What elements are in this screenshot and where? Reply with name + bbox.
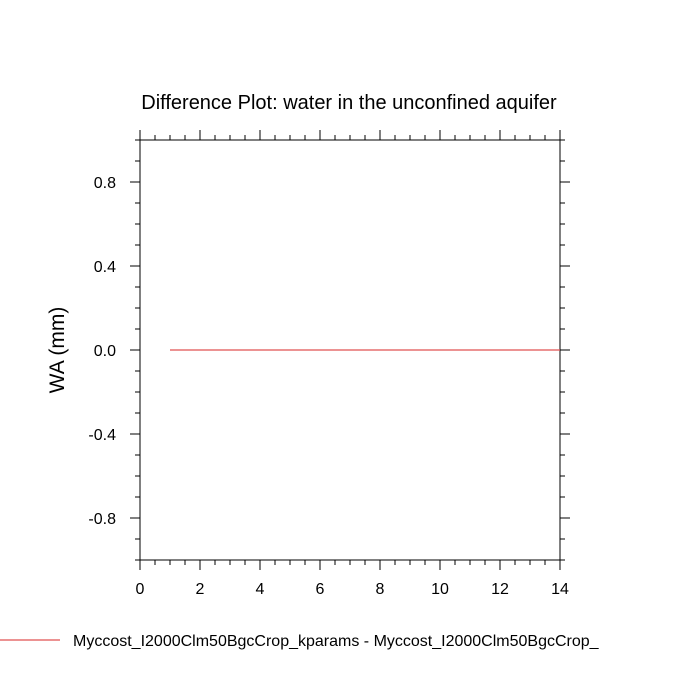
chart-title: Difference Plot: water in the unconfined… <box>141 92 557 114</box>
x-tick-label: 6 <box>316 581 325 598</box>
x-tick-label: 2 <box>196 581 205 598</box>
x-tick-label: 12 <box>491 581 509 598</box>
x-tick-label: 10 <box>431 581 449 598</box>
y-tick-label: 0.4 <box>94 259 116 276</box>
x-tick-label: 4 <box>256 581 265 598</box>
x-tick-label: 0 <box>136 581 145 598</box>
y-tick-label: 0.8 <box>94 175 116 192</box>
legend-label: Myccost_I2000Clm50BgcCrop_kparams - Mycc… <box>73 633 600 650</box>
y-tick-label: -0.8 <box>88 511 116 528</box>
legend: Myccost_I2000Clm50BgcCrop_kparams - Mycc… <box>0 633 600 650</box>
axis-ticks <box>130 130 570 570</box>
x-tick-label: 8 <box>376 581 385 598</box>
y-tick-label: 0.0 <box>94 343 116 360</box>
y-tick-label: -0.4 <box>88 427 116 444</box>
axis-tick-labels: 0 2 4 6 8 10 12 14 0.8 0.4 0.0 -0.4 -0.8 <box>88 175 569 598</box>
y-axis-label: WA (mm) <box>46 307 69 394</box>
x-tick-label: 14 <box>551 581 569 598</box>
